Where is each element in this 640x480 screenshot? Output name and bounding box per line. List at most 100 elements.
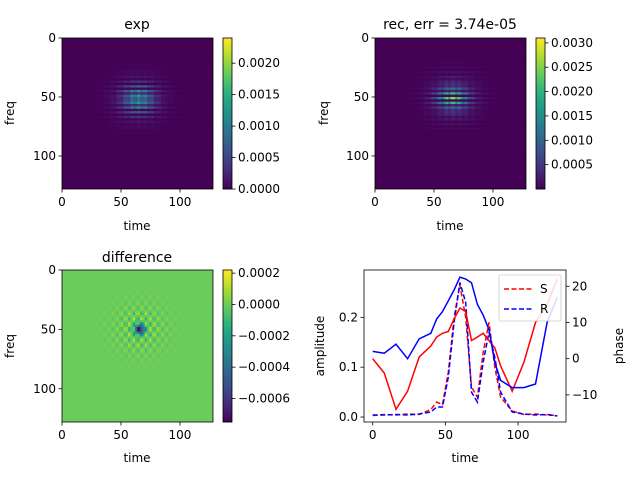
heatmap-cell [441,47,444,51]
heatmap-cell [201,167,204,171]
heatmap-cell [116,45,120,48]
heatmap-cell [426,42,430,46]
heatmap-cell [113,71,117,74]
heatmap-cell [457,66,461,70]
heatmap-cell [441,59,444,62]
heatmap-cell [73,108,77,112]
heatmap-cell [87,155,91,159]
heatmap-cell [149,120,153,124]
heatmap-cell [469,61,473,65]
heatmap-cell [391,49,395,53]
colorbar-step [223,110,232,114]
heatmap-cell [189,99,193,103]
heatmap-cell [478,47,482,51]
heatmap-cell [144,141,148,145]
heatmap-cell [516,47,520,51]
heatmap-cell [471,52,475,55]
heatmap-cell [203,122,207,126]
heatmap-cell [210,172,213,176]
heatmap-cell [73,106,77,110]
heatmap-cell [189,59,193,62]
heatmap-cell [78,172,82,176]
heatmap-cell [137,87,141,91]
heatmap-cell [417,54,421,58]
heatmap-cell [62,113,65,117]
heatmap-cell [161,153,164,157]
heatmap-cell [128,47,131,51]
heatmap-cell [170,61,174,65]
colorbar-tick-label: 0.0005 [238,151,280,165]
heatmap-cell [73,148,77,152]
heatmap-cell [139,89,143,93]
heatmap-cell [128,92,131,96]
heatmap-cell [191,160,195,164]
heatmap-cell [172,141,176,145]
heatmap-cell [132,132,136,136]
heatmap-cell [104,54,108,58]
heatmap-cell [398,38,402,41]
heatmap-cell [168,61,171,65]
heatmap-cell [130,177,134,180]
heatmap-cell [158,82,162,86]
heatmap-cell [146,165,150,169]
heatmap-cell [492,49,496,53]
heatmap-cell [120,92,124,96]
heatmap-cell [170,111,174,114]
heatmap-cell [400,47,404,51]
heatmap-cell [203,101,207,105]
heatmap-cell [163,96,167,100]
heatmap-cell [194,165,197,169]
heatmap-cell [168,94,171,98]
heatmap-cell [156,42,160,46]
heatmap-cell [483,54,487,58]
heatmap-cell [142,113,145,117]
heatmap-cell [66,80,70,84]
heatmap-cell [179,118,183,121]
heatmap-cell [502,42,506,46]
heatmap-cell [109,137,112,140]
heatmap-cell [130,158,134,162]
heatmap-cell [151,179,155,183]
heatmap-cell [408,40,411,44]
heatmap-cell [210,153,213,157]
heatmap-cell [500,40,503,44]
heatmap-cell [120,120,124,124]
heatmap-cell [66,146,70,150]
heatmap-cell [142,125,145,129]
heatmap-cell [422,54,425,58]
heatmap-cell [125,137,129,140]
heatmap-cell [149,71,153,74]
heatmap-cell [469,40,473,44]
heatmap-cell [471,49,475,53]
heatmap-cell [161,106,164,110]
heatmap-cell [146,104,150,107]
heatmap-cell [87,130,91,133]
heatmap-cell [130,132,134,136]
heatmap-cell [172,49,176,53]
heatmap-cell [80,106,84,110]
heatmap-cell [113,47,117,51]
heatmap-cell [163,115,167,119]
heatmap-cell [412,52,416,55]
heatmap-cell [191,174,195,178]
colorbar-step [223,116,232,119]
heatmap-cell [469,45,473,48]
heatmap-cell [438,38,442,41]
heatmap-cell [161,40,164,44]
heatmap-cell [102,148,105,152]
heatmap-cell [66,78,70,81]
heatmap-cell [198,108,202,112]
heatmap-cell [175,85,179,88]
heatmap-cell [139,177,143,180]
heatmap-cell [69,82,72,86]
heatmap-cell [118,87,122,91]
heatmap-cell [177,106,181,110]
heatmap-cell [379,61,383,65]
heatmap-cell [111,59,115,62]
heatmap-cell [424,47,428,51]
heatmap-cell [412,61,416,65]
heatmap-cell [455,45,458,48]
heatmap-cell [71,120,75,124]
heatmap-cell [71,82,75,86]
heatmap-cell [205,59,209,62]
